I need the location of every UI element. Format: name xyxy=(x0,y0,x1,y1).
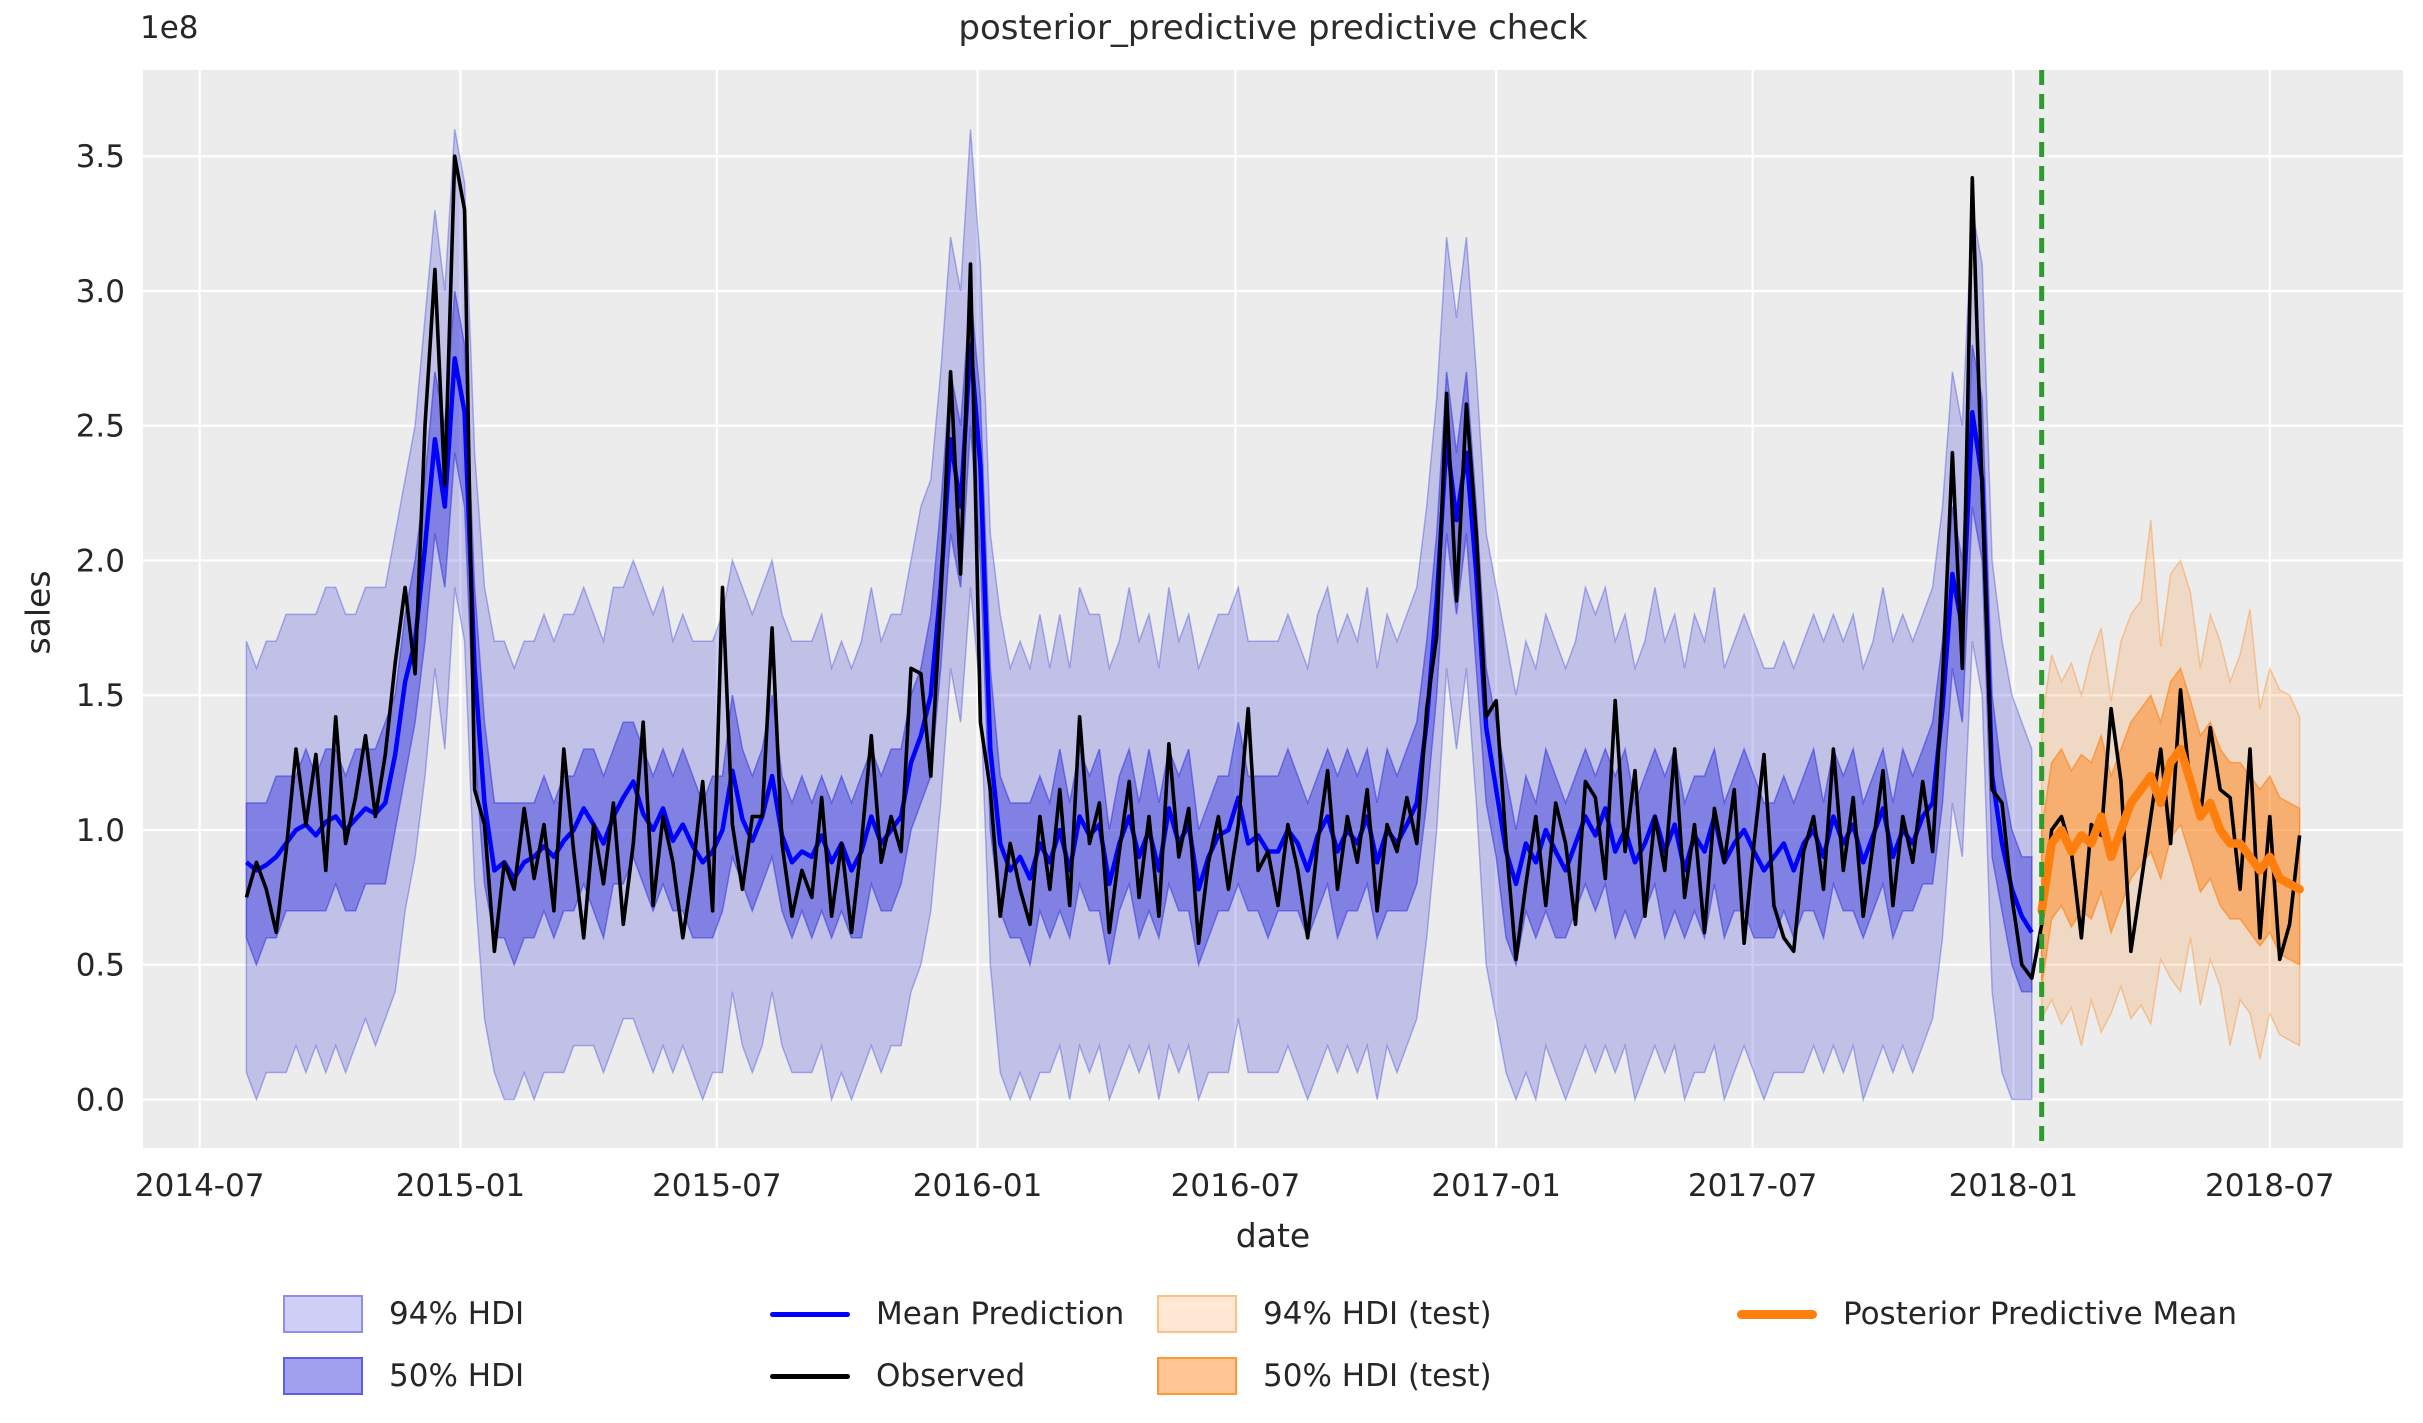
y-tick-label: 2.5 xyxy=(76,409,125,445)
legend-label: Posterior Predictive Mean xyxy=(1843,1296,2237,1332)
x-tick-label: 2014-07 xyxy=(135,1168,265,1204)
legend-item: 50% HDI xyxy=(283,1354,524,1398)
x-tick-label: 2015-07 xyxy=(652,1168,782,1204)
legend-column: Posterior Predictive Mean xyxy=(1737,1292,2237,1336)
legend-label: 50% HDI (test) xyxy=(1263,1358,1492,1394)
y-axis-label: sales xyxy=(18,570,58,655)
legend-patch-swatch xyxy=(1157,1357,1237,1395)
legend-label: Mean Prediction xyxy=(876,1296,1125,1332)
observed-line xyxy=(244,154,2302,981)
legend-line-swatch-wrap xyxy=(1737,1295,1817,1333)
hdi-94-test-band xyxy=(2040,520,2301,1060)
x-tick-label: 2017-07 xyxy=(1688,1168,1818,1204)
x-tick-label: 2018-01 xyxy=(1949,1168,2079,1204)
legend-line-swatch-wrap xyxy=(770,1295,850,1333)
mean-prediction-line xyxy=(244,342,2034,934)
legend: 94% HDI 50% HDI Mean Prediction Observed 94%… xyxy=(0,1292,2423,1423)
legend-item: 50% HDI (test) xyxy=(1157,1354,1492,1398)
y-tick-label: 0.5 xyxy=(76,948,125,984)
legend-item: 94% HDI xyxy=(283,1292,524,1336)
x-tick-label: 2016-01 xyxy=(913,1168,1043,1204)
legend-item: Observed xyxy=(770,1354,1124,1398)
x-tick-label: 2018-07 xyxy=(2205,1168,2335,1204)
legend-column: Mean Prediction Observed xyxy=(770,1292,1124,1398)
y-tick-label: 3.0 xyxy=(76,274,125,310)
legend-column: 94% HDI 50% HDI xyxy=(283,1292,524,1398)
legend-patch-swatch xyxy=(283,1357,363,1395)
y-tick-label: 1.0 xyxy=(76,813,125,849)
legend-patch-swatch xyxy=(1157,1295,1237,1333)
y-tick-label: 2.0 xyxy=(76,543,125,579)
legend-item: Posterior Predictive Mean xyxy=(1737,1292,2237,1336)
legend-line-swatch xyxy=(1737,1309,1817,1319)
y-tick-label: 0.0 xyxy=(76,1082,125,1118)
posterior-predictive-mean-line xyxy=(2037,744,2304,916)
legend-line-swatch xyxy=(770,1311,850,1317)
legend-label: 94% HDI xyxy=(389,1296,525,1332)
legend-label: Observed xyxy=(876,1358,1026,1394)
x-tick-label: 2017-01 xyxy=(1431,1168,1561,1204)
x-tick-label: 2015-01 xyxy=(396,1168,526,1204)
legend-line-swatch-wrap xyxy=(770,1357,850,1395)
legend-column: 94% HDI (test) 50% HDI (test) xyxy=(1157,1292,1492,1398)
y-tick-label: 3.5 xyxy=(76,139,125,175)
legend-label: 94% HDI (test) xyxy=(1263,1296,1492,1332)
legend-label: 50% HDI xyxy=(389,1358,525,1394)
y-axis-offset-label: 1e8 xyxy=(140,10,199,46)
legend-item: 94% HDI (test) xyxy=(1157,1292,1492,1336)
chart-title: posterior_predictive predictive check xyxy=(958,8,1588,48)
legend-line-swatch xyxy=(770,1373,850,1379)
x-axis-label: date xyxy=(1235,1216,1311,1255)
y-tick-label: 1.5 xyxy=(76,678,125,714)
x-tick-label: 2016-07 xyxy=(1171,1168,1301,1204)
legend-patch-swatch xyxy=(283,1295,363,1333)
legend-item: Mean Prediction xyxy=(770,1292,1124,1336)
